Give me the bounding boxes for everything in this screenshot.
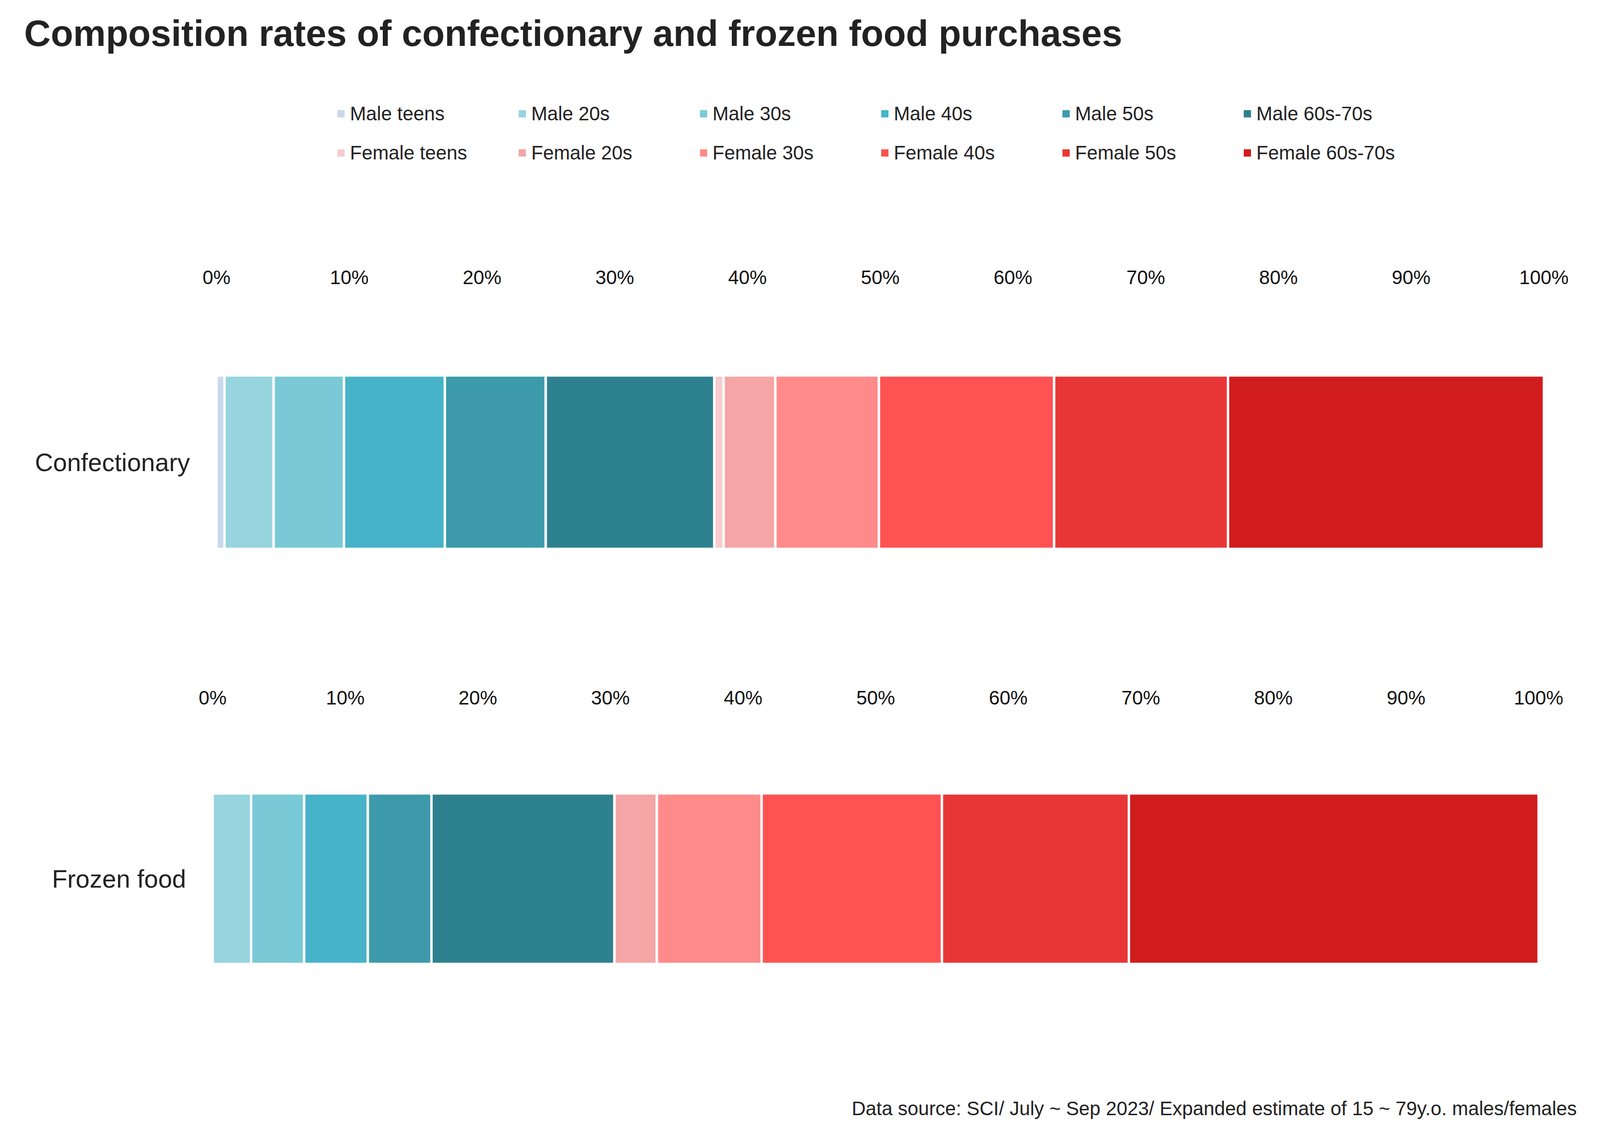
bar-segment (723, 375, 776, 550)
bar-segment (367, 793, 432, 965)
legend-label: Male 50s (1075, 102, 1154, 125)
bar-segment (1227, 375, 1544, 550)
tick-label: 80% (1259, 266, 1298, 289)
legend-item: Female teens (337, 142, 467, 164)
legend-label: Male 40s (893, 102, 973, 125)
legend-label: Male 60s-70s (1256, 102, 1373, 125)
legend-swatch (1243, 149, 1251, 157)
bar-segment (714, 375, 724, 550)
bar-segment (431, 793, 615, 965)
tick-label: 70% (1126, 266, 1165, 289)
tick-label: 10% (325, 687, 365, 709)
chart: Composition rates of confectionary and f… (0, 0, 1600, 1135)
tick-label: 70% (1121, 687, 1161, 709)
bar-segment (304, 793, 368, 965)
tick-label: 50% (860, 266, 900, 289)
category-label: Confectionary (34, 448, 190, 477)
legend-label: Female 30s (712, 142, 814, 164)
legend-label: Female 20s (531, 142, 633, 164)
tick-label: 60% (989, 687, 1028, 709)
bar-segment (1128, 793, 1539, 965)
tick-label: 40% (727, 266, 767, 289)
tick-label: 60% (993, 266, 1033, 289)
source: Data source: SCI/ July ~ Sep 2023/ Expan… (851, 1098, 1577, 1120)
legend-swatch (1062, 110, 1070, 118)
legend-item: Female 30s (699, 142, 814, 164)
bar-segment (775, 375, 879, 550)
legend-item: Female 60s-70s (1243, 142, 1396, 164)
bar-segment (761, 793, 943, 965)
tick-label: 90% (1386, 687, 1426, 709)
legend-item: Female 50s (1062, 142, 1177, 164)
legend-label: Male teens (349, 102, 445, 125)
bar-segment (251, 793, 305, 965)
legend-swatch (881, 149, 889, 157)
legend-item: Male 40s (881, 102, 973, 125)
legend-label: Male 30s (712, 102, 791, 125)
bar-segment (878, 375, 1054, 550)
tick-label: 0% (198, 687, 227, 709)
title: Composition rates of confectionary and f… (24, 12, 1123, 54)
tick-label: 90% (1391, 266, 1431, 289)
tick-label: 30% (595, 266, 635, 289)
legend-item: Male teens (337, 102, 445, 125)
legend-swatch (1062, 149, 1070, 157)
bar-group (216, 375, 1544, 550)
tick-label: 0% (202, 266, 231, 289)
tick-label: 10% (330, 266, 369, 289)
legend-swatch (337, 110, 345, 118)
tick-label: 20% (462, 266, 502, 289)
legend-item: Female 20s (518, 142, 633, 164)
legend-swatch (518, 110, 526, 118)
tick-label: 50% (856, 687, 895, 709)
bar-segment (1054, 375, 1229, 550)
legend-label: Female teens (349, 142, 467, 164)
bar-segment (614, 793, 657, 965)
tick-label: 80% (1253, 687, 1293, 709)
bar-segment (656, 793, 762, 965)
bar-segment (273, 375, 345, 550)
bar-segment (545, 375, 715, 550)
x-axis: 0% 10% 20% 30% 40% 50% 60% 70% 80% 90% 100% (202, 266, 1569, 289)
legend-item: Male 50s (1062, 102, 1154, 125)
legend-label: Female 50s (1075, 142, 1177, 164)
legend-swatch (881, 110, 889, 118)
legend-label: Male 20s (531, 102, 610, 125)
category-label: Frozen food (52, 865, 187, 894)
bar-group (212, 793, 1539, 965)
legend-swatch (337, 149, 345, 157)
bar-segment (212, 793, 252, 965)
bar-segment (444, 375, 546, 550)
x-axis: 0% 10% 20% 30% 40% 50% 60% 70% 80% 90% 100% (198, 687, 1564, 709)
legend-swatch (699, 149, 708, 157)
legend-item: Male 30s (699, 102, 791, 125)
tick-label: 20% (458, 687, 498, 709)
bar-segment (344, 375, 446, 550)
tick-label: 100% (1519, 266, 1569, 289)
legend-item: Female 40s (881, 142, 995, 164)
tick-label: 40% (723, 687, 763, 709)
bar-segment (224, 375, 274, 550)
bar-segment (942, 793, 1130, 965)
legend-label: Female 40s (893, 142, 995, 164)
legend-item: Male 60s-70s (1243, 102, 1373, 125)
legend-swatch (1243, 110, 1251, 118)
tick-label: 100% (1513, 687, 1564, 709)
legend-swatch (699, 110, 708, 118)
legend-item: Male 20s (518, 102, 610, 125)
legend-swatch (518, 149, 526, 157)
tick-label: 30% (591, 687, 630, 709)
legend-label: Female 60s-70s (1256, 142, 1396, 164)
